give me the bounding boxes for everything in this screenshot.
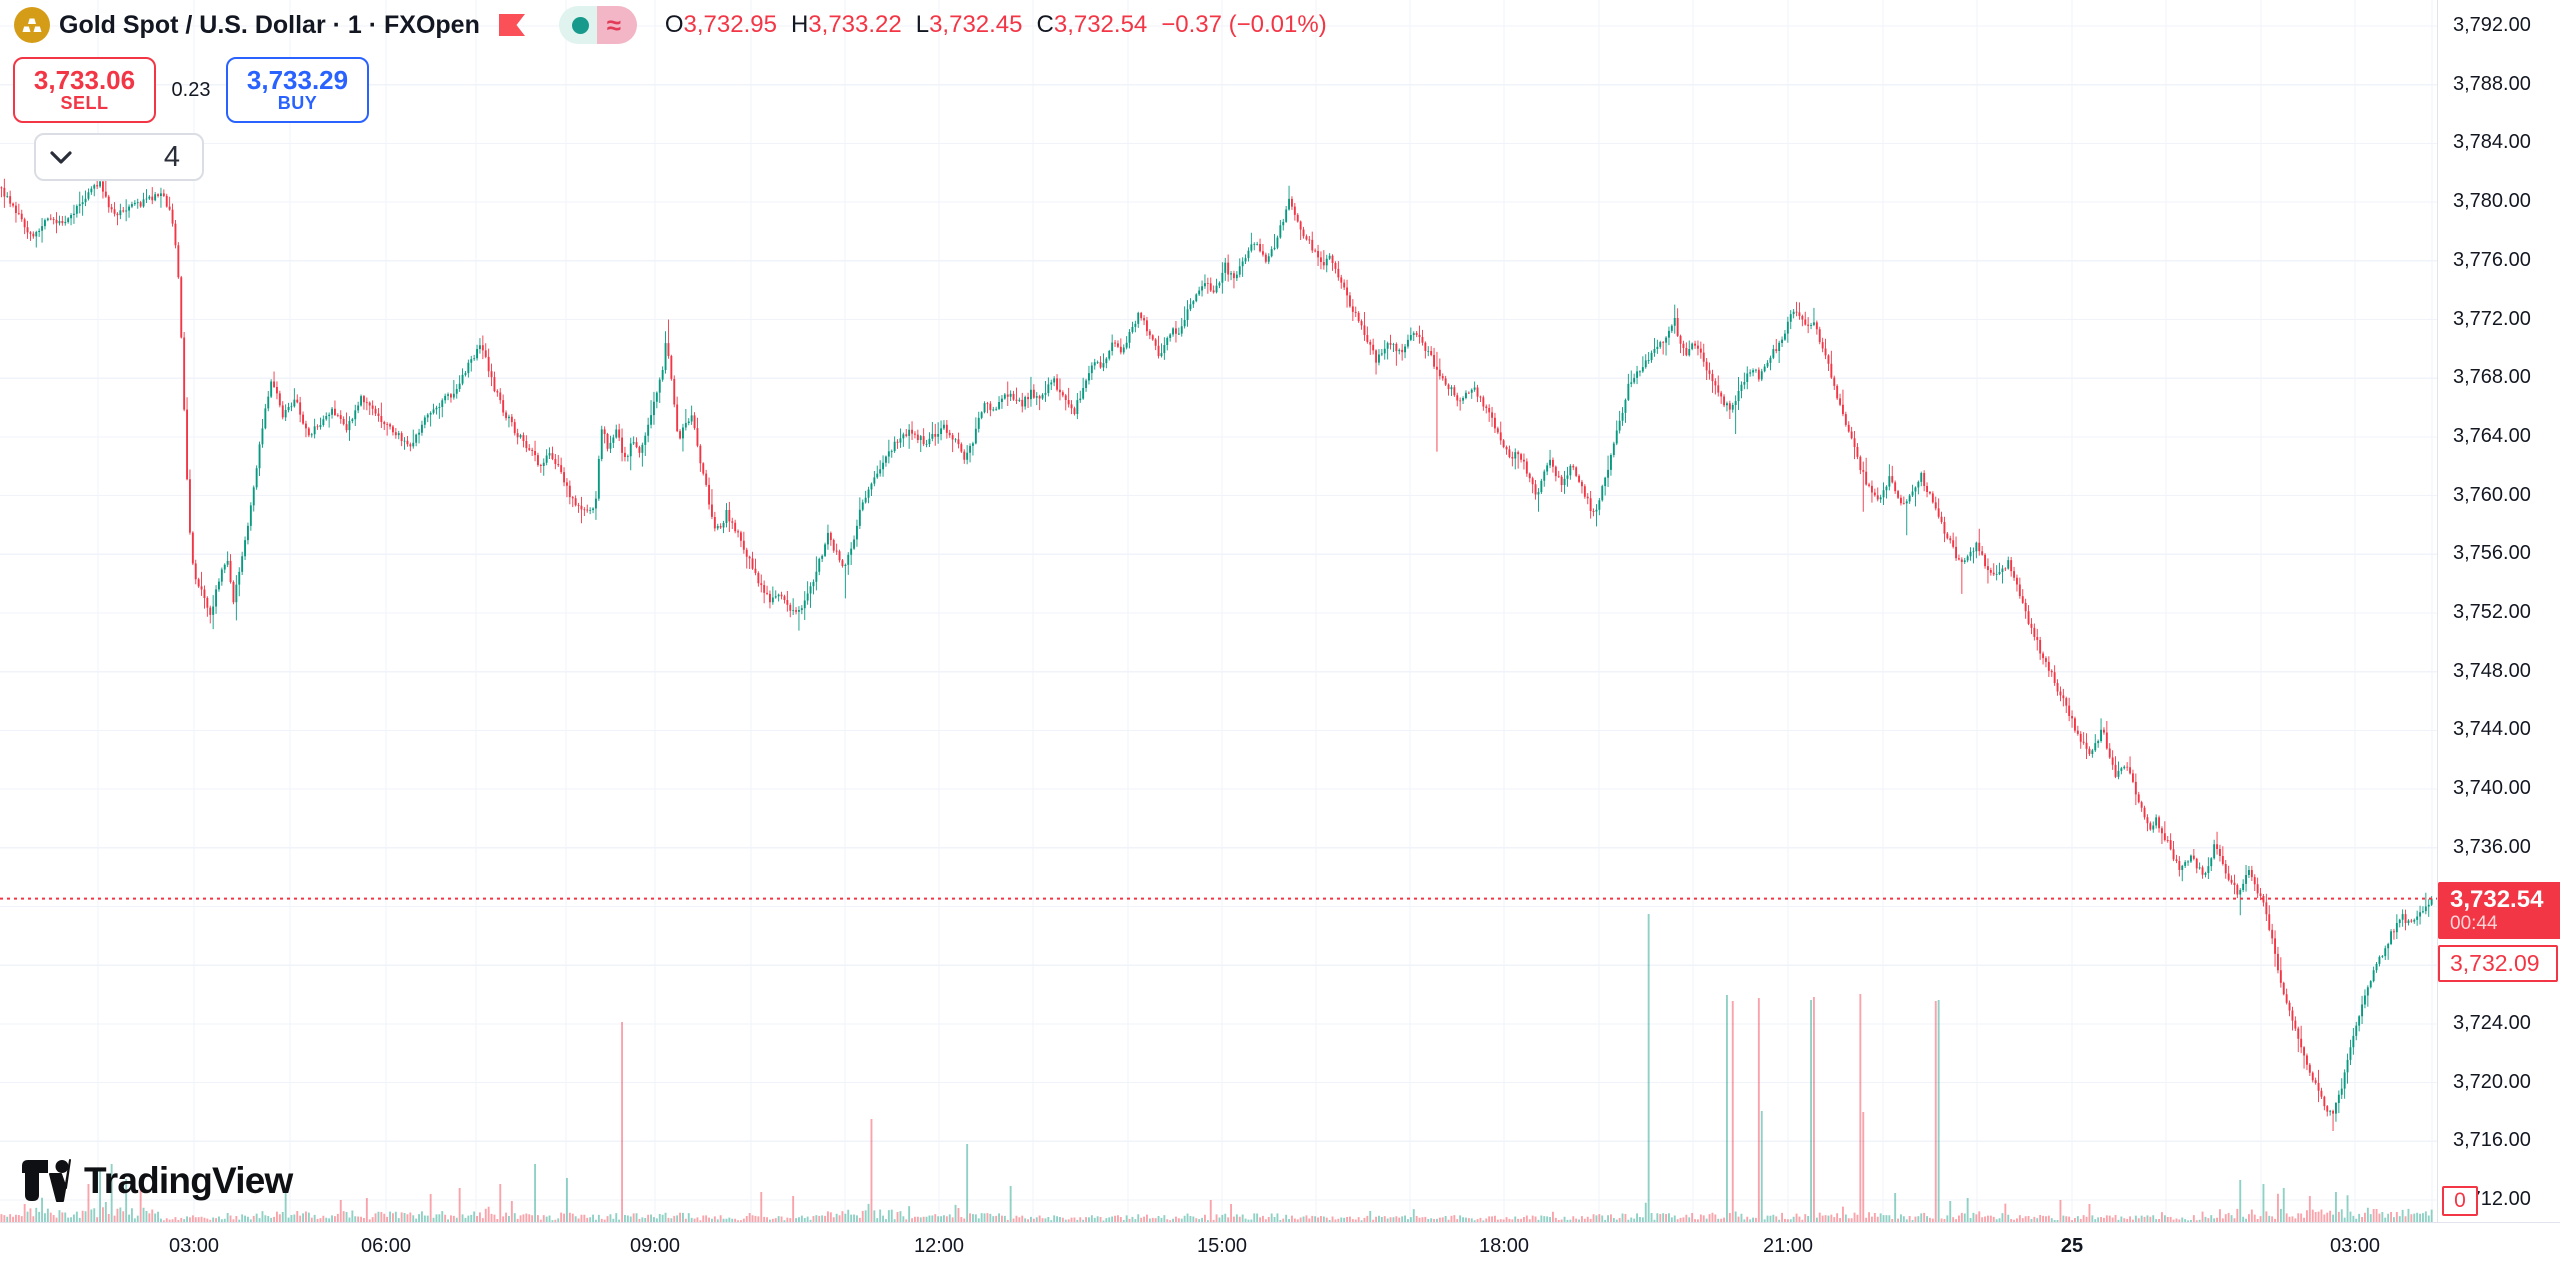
- candle-wicks-down: [1, 173, 2412, 1132]
- secondary-price-label: 3,732.09: [2438, 944, 2558, 982]
- candle-bodies-down: [0, 181, 2413, 1114]
- symbol-title[interactable]: Gold Spot / U.S. Dollar · 1 · FXOpen: [59, 10, 480, 39]
- bar-countdown: 00:44: [2450, 913, 2498, 935]
- volume-bars-down: [0, 994, 2413, 1222]
- legend-count: 4: [163, 140, 180, 173]
- time-tick-label: 18:00: [1478, 1235, 1530, 1257]
- current-price-value: 3,732.54: [2450, 885, 2544, 913]
- tradingview-logo-icon: [22, 1159, 71, 1202]
- price-tick-label: 3,764.00: [2453, 424, 2531, 447]
- price-tick-label: 3,772.00: [2453, 307, 2531, 330]
- price-tick-label: 3,752.00: [2453, 601, 2531, 623]
- buy-button[interactable]: 3,733.29 BUY: [226, 57, 369, 123]
- candlestick-chart[interactable]: [0, 0, 2437, 1222]
- current-price-label: 3,732.54 00:44: [2438, 881, 2560, 939]
- time-tick-label: 03:00: [2329, 1235, 2381, 1257]
- sell-button[interactable]: 3,733.06 SELL: [13, 57, 156, 123]
- price-tick-label: 3,716.00: [2453, 1129, 2531, 1152]
- market-open-dot: [572, 16, 590, 34]
- price-tick-label: 3,784.00: [2453, 131, 2531, 154]
- time-axis[interactable]: 03:00 06:00 09:00 12:00 15:00 18:00 21:00 25 03:…: [0, 1222, 2560, 1272]
- symbol-legend: Gold Spot / U.S. Dollar · 1 · FXOpen ≈ O…: [14, 6, 1327, 44]
- delayed-data-indicator[interactable]: ≈: [596, 6, 637, 44]
- time-tick-label: 21:00: [1762, 1235, 1814, 1257]
- price-tick-label: 3,740.00: [2453, 777, 2531, 800]
- time-tick-label: 25: [2060, 1235, 2084, 1257]
- market-open-indicator[interactable]: [558, 6, 597, 44]
- price-change: −0.37 (−0.01%): [1161, 11, 1327, 38]
- candle-bodies-up: [6, 181, 2433, 1114]
- time-tick-label: 12:00: [913, 1235, 965, 1257]
- grid-lines: [0, 0, 2437, 1222]
- price-tick-label: 3,724.00: [2453, 1011, 2531, 1034]
- price-axis[interactable]: 3,792.00 3,788.00 3,784.00 3,780.00 3,776.00…: [2437, 0, 2560, 1252]
- price-tick-label: 3,756.00: [2453, 542, 2531, 565]
- gold-bars-icon: [14, 7, 50, 43]
- volume-bars-up: [6, 914, 2433, 1222]
- candle-wicks-up: [6, 168, 2433, 1122]
- market-status-pill[interactable]: ≈: [558, 6, 637, 44]
- time-tick-label: 06:00: [360, 1235, 412, 1257]
- price-tick-label: 3,768.00: [2453, 366, 2531, 389]
- price-tick-label: 3,744.00: [2453, 718, 2531, 741]
- time-tick-label: 03:00: [168, 1235, 220, 1257]
- spread-value: 0.23: [171, 78, 211, 101]
- price-tick-label: 3,792.00: [2453, 14, 2531, 36]
- time-tick-label: 09:00: [629, 1235, 681, 1257]
- trade-panel: 3,733.06 SELL 0.23 3,733.29 BUY: [13, 57, 369, 123]
- ohlc-readout: O3,732.95 H3,733.22 L3,732.45 C3,732.54 …: [664, 11, 1327, 38]
- flag-icon[interactable]: [498, 13, 526, 37]
- price-tick-label: 3,748.00: [2453, 659, 2531, 682]
- price-tick-label: 3,760.00: [2453, 483, 2531, 506]
- price-tick-label: 3,780.00: [2453, 190, 2531, 213]
- chevron-down-icon: [50, 150, 72, 164]
- price-tick-label: 3,776.00: [2453, 248, 2531, 271]
- price-tick-label: 3,788.00: [2453, 72, 2531, 95]
- time-tick-label: 15:00: [1196, 1235, 1248, 1257]
- price-tick-label: 3,736.00: [2453, 835, 2531, 858]
- price-tick-label: 3,720.00: [2453, 1070, 2531, 1093]
- volume-value-label: 0: [2442, 1186, 2478, 1216]
- brand-name: TradingView: [84, 1160, 293, 1201]
- legend-collapse-dropdown[interactable]: 4: [34, 133, 204, 181]
- tradingview-watermark[interactable]: TradingView: [20, 1158, 293, 1204]
